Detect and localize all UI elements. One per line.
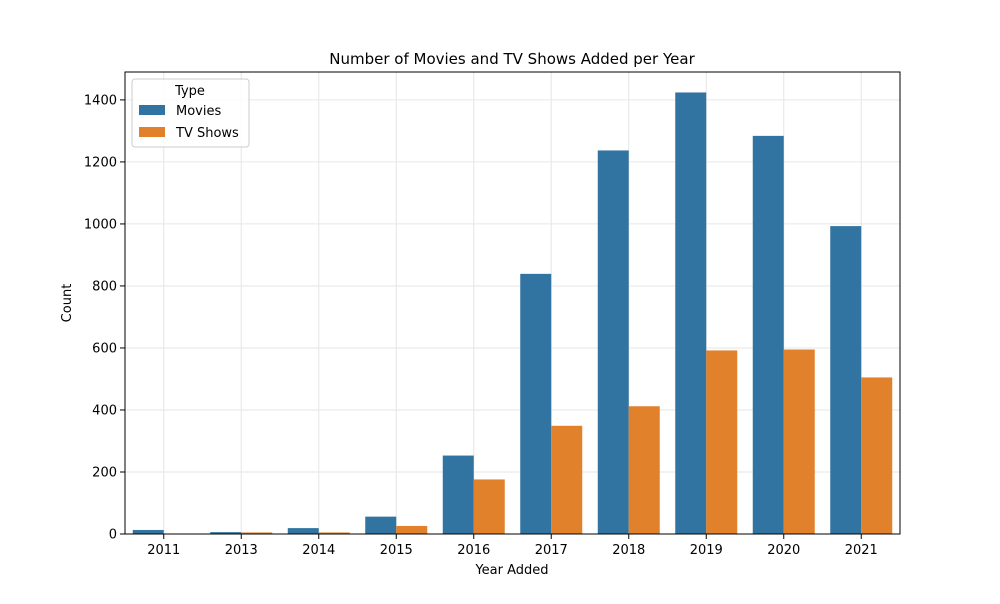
- legend-label-tv-shows: TV Shows: [175, 126, 239, 141]
- x-tick-label: 2014: [302, 543, 335, 558]
- bars: [132, 92, 893, 535]
- y-tick-label: 0: [109, 528, 117, 543]
- bar-movies-2011: [132, 529, 164, 534]
- y-axis-label: Count: [60, 284, 75, 323]
- bar-movies-2015: [365, 516, 397, 534]
- bar-tv-shows-2013: [241, 532, 273, 534]
- y-tick-label: 800: [92, 279, 117, 294]
- bar-tv-shows-2015: [396, 525, 428, 534]
- y-tick-label: 400: [92, 403, 117, 418]
- bar-tv-shows-2017: [551, 425, 583, 534]
- x-tick-label: 2015: [380, 543, 413, 558]
- y-tick-label: 1200: [84, 155, 117, 170]
- bar-tv-shows-2014: [318, 532, 350, 534]
- bar-movies-2020: [752, 135, 784, 534]
- x-tick-label: 2017: [535, 543, 568, 558]
- bar-movies-2017: [520, 273, 552, 534]
- x-tick-label: 2011: [147, 543, 180, 558]
- x-tick-label: 2016: [457, 543, 490, 558]
- y-tick-label: 200: [92, 465, 117, 480]
- legend-swatch-movies: [139, 105, 165, 115]
- bar-movies-2014: [287, 528, 319, 534]
- bar-tv-shows-2021: [861, 377, 893, 534]
- bar-movies-2016: [442, 455, 474, 534]
- x-tick-label: 2018: [612, 543, 645, 558]
- x-axis: 2011 2013 2014 2015 2016 2017 2018 2019 2020 2021: [147, 534, 878, 558]
- bar-tv-shows-2018: [628, 406, 660, 534]
- y-tick-label: 600: [92, 341, 117, 356]
- bar-movies-2021: [830, 226, 862, 534]
- x-tick-label: 2021: [845, 543, 878, 558]
- legend-swatch-tv-shows: [139, 127, 165, 137]
- legend-title: Type: [174, 84, 205, 99]
- bar-tv-shows-2016: [473, 479, 505, 534]
- bar-tv-shows-2019: [706, 350, 738, 534]
- legend-label-movies: Movies: [176, 104, 221, 119]
- plot-frame: [124, 71, 901, 535]
- bar-movies-2019: [675, 92, 707, 535]
- x-tick-label: 2013: [225, 543, 258, 558]
- y-tick-label: 1400: [84, 93, 117, 108]
- x-tick-label: 2020: [767, 543, 800, 558]
- bar-tv-shows-2020: [783, 349, 815, 534]
- legend: Type Movies TV Shows: [131, 78, 250, 148]
- chart-title: Number of Movies and TV Shows Added per …: [329, 50, 695, 68]
- bar-movies-2018: [597, 150, 629, 535]
- x-tick-label: 2019: [690, 543, 723, 558]
- y-axis: 0 200 400 600 800 1000 1200 1400: [84, 93, 125, 543]
- y-tick-label: 1000: [84, 217, 117, 232]
- bar-movies-2013: [210, 532, 242, 534]
- x-axis-label: Year Added: [474, 563, 548, 578]
